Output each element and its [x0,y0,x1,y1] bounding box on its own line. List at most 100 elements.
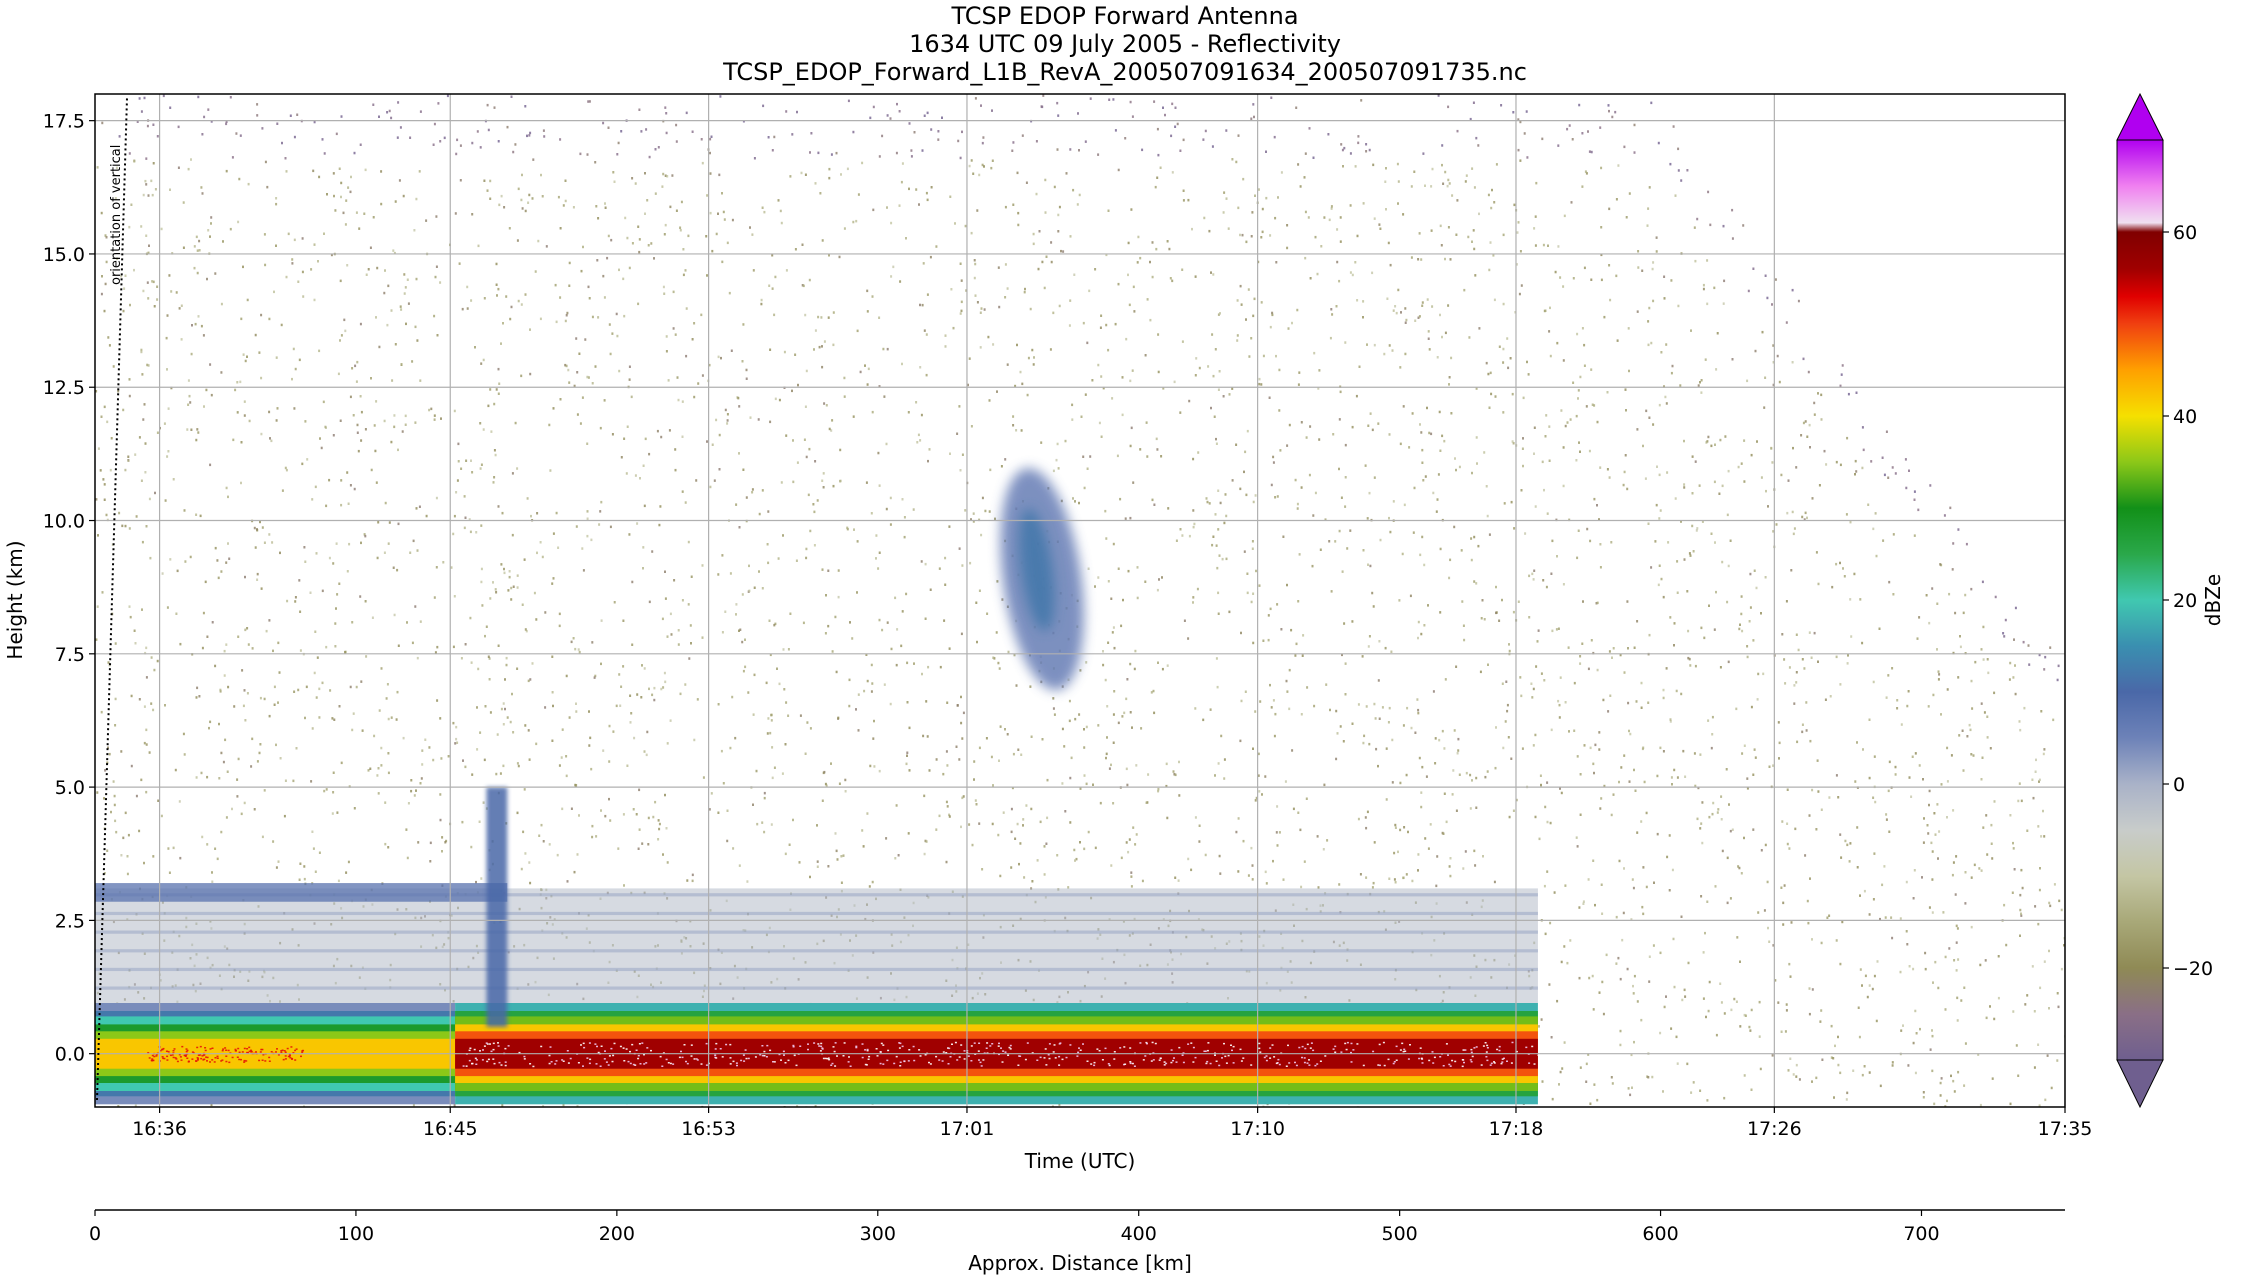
noise-speck [729,746,732,750]
noise-speck [917,433,920,437]
noise-speck [2028,663,2031,666]
noise-speck [277,641,280,645]
noise-speck [349,190,352,194]
noise-speck [1068,699,1071,703]
noise-speck [1631,1086,1633,1089]
noise-speck [1906,704,1909,708]
noise-speck [950,288,953,291]
noise-speck [1830,1024,1833,1028]
noise-speck [996,580,999,583]
noise-speck [1592,1008,1595,1011]
noise-speck [709,172,712,175]
noise-speck [1579,813,1582,816]
noise-speck [721,631,724,634]
noise-speck [1686,590,1689,593]
noise-speck [1523,132,1526,135]
noise-speck [720,749,723,753]
noise-speck [1261,793,1263,796]
noise-speck [1344,505,1347,508]
noise-speck [912,508,915,511]
noise-speck [1191,227,1193,231]
noise-speck [578,814,580,817]
noise-speck [508,570,511,573]
noise-speck [340,115,343,118]
noise-speck [588,744,591,747]
noise-speck [1914,1071,1917,1075]
noise-speck [1888,830,1891,833]
noise-speck [654,192,657,195]
noise-speck [476,706,478,709]
noise-speck [1153,711,1156,715]
noise-speck [1032,242,1035,246]
core-speck [1194,1056,1197,1059]
noise-speck [576,413,579,416]
noise-speck [1129,662,1132,666]
noise-speck [1431,167,1434,171]
noise-speck [1359,873,1362,876]
noise-speck [1252,103,1255,106]
noise-speck [925,700,928,703]
noise-speck [169,558,172,561]
noise-speck [1792,446,1794,450]
noise-speck [1424,837,1427,840]
noise-speck [285,468,288,472]
noise-speck [311,498,314,501]
noise-speck [1015,429,1018,432]
noise-speck [1448,576,1451,580]
noise-speck [1603,315,1606,319]
noise-speck [964,224,967,228]
noise-speck [1532,578,1535,581]
noise-speck [1793,684,1796,687]
noise-speck [1439,224,1442,228]
noise-speck [1451,194,1454,197]
noise-speck [1436,855,1439,858]
noise-speck [520,374,523,378]
noise-speck [1931,911,1934,914]
noise-speck [1324,518,1327,521]
noise-speck [1724,435,1727,438]
noise-speck [246,355,248,358]
noise-speck [147,297,150,300]
noise-speck [1314,491,1317,495]
noise-speck [520,303,523,306]
noise-speck [289,114,292,117]
noise-speck [318,349,321,353]
noise-speck [144,442,147,445]
noise-speck [1344,693,1347,696]
noise-speck [1204,129,1207,133]
noise-speck [303,877,306,881]
noise-speck [776,667,778,670]
noise-speck [677,629,680,632]
noise-speck [1114,322,1117,326]
noise-speck [1410,726,1413,730]
noise-speck [361,729,364,732]
noise-speck [669,612,672,616]
noise-speck [487,404,490,408]
noise-speck [231,156,234,159]
noise-speck [1573,729,1576,732]
noise-speck [814,1105,817,1107]
noise-speck [797,383,799,387]
noise-speck [1593,404,1596,407]
noise-speck [1041,738,1044,741]
noise-speck [239,134,242,137]
noise-speck [1707,1009,1710,1013]
noise-speck [1550,1036,1553,1039]
noise-speck [1925,594,1928,597]
noise-speck [1112,98,1115,101]
noise-speck [1160,455,1163,458]
noise-speck [1944,955,1947,959]
noise-speck [1170,134,1173,138]
noise-speck [285,170,288,173]
noise-speck [497,392,500,395]
noise-speck [336,811,339,814]
noise-speck [631,242,634,245]
noise-speck [320,446,323,450]
noise-speck [1830,1056,1833,1059]
noise-speck [1671,868,1674,872]
noise-speck [1260,383,1263,386]
noise-speck [1543,679,1546,682]
noise-speck [664,680,667,684]
noise-speck [455,725,458,729]
noise-speck [1282,535,1285,538]
